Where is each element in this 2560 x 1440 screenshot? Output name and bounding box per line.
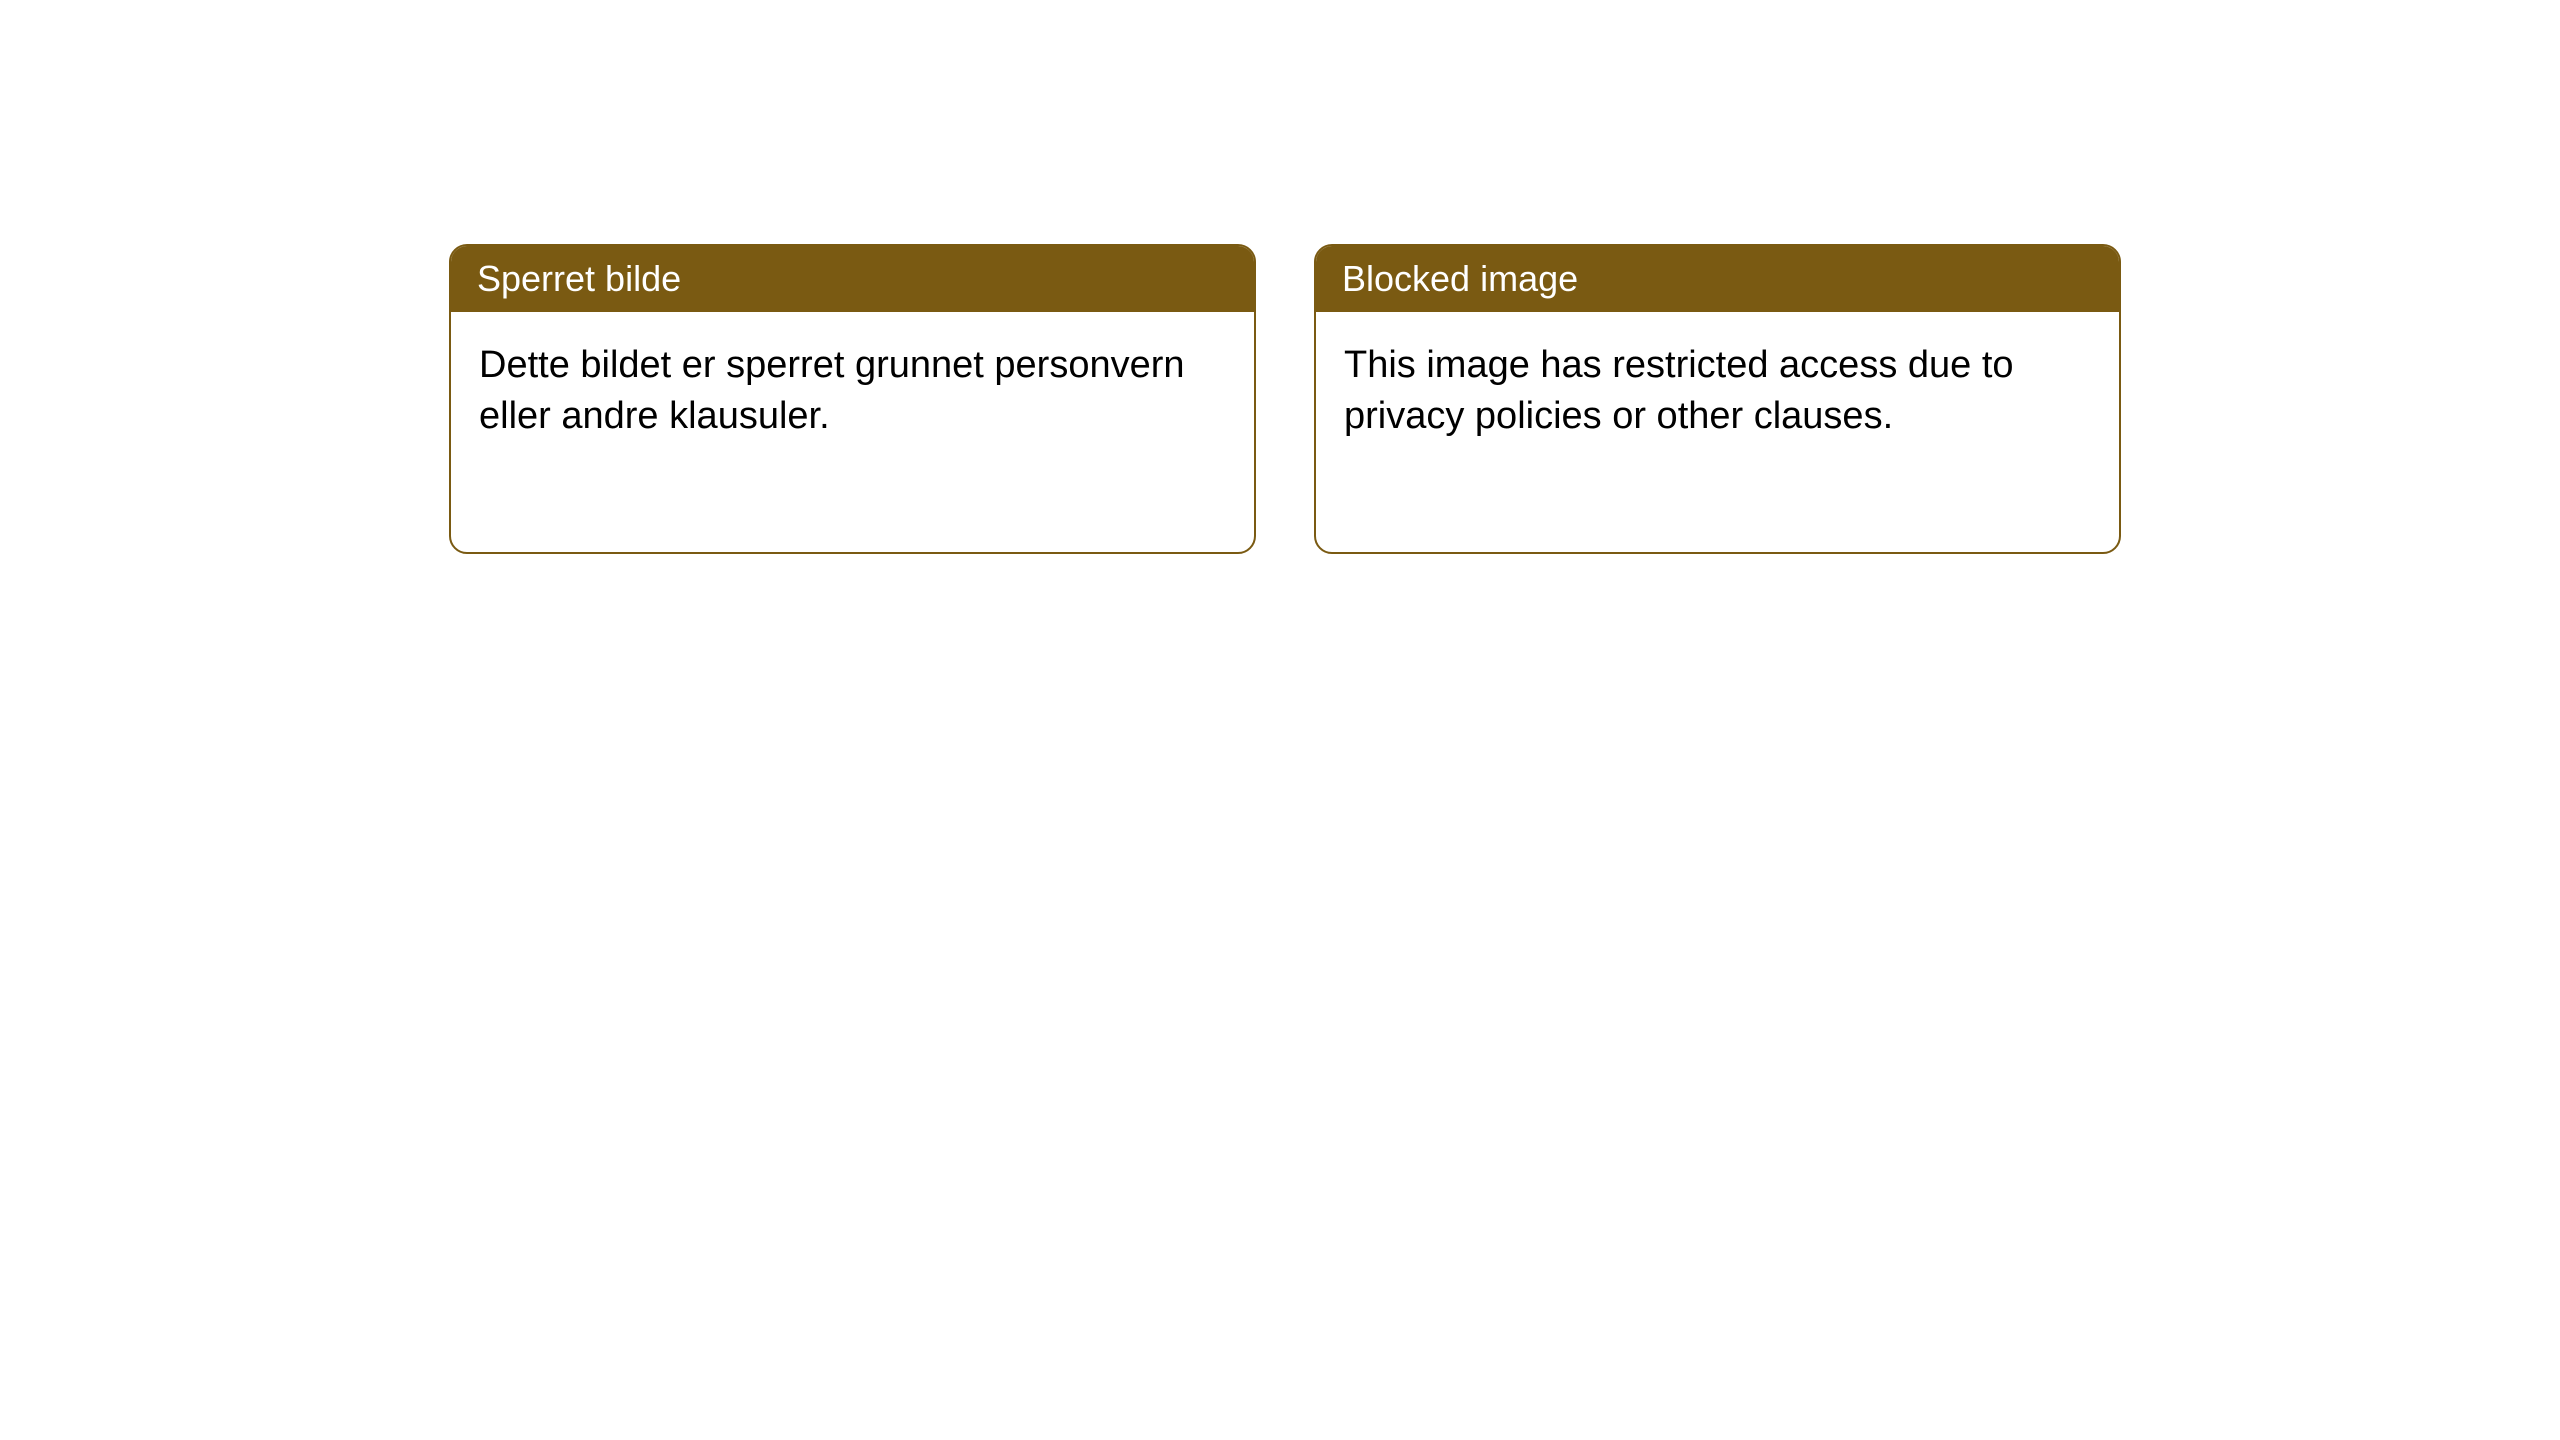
notice-title-en: Blocked image (1342, 258, 1578, 299)
notice-header-no: Sperret bilde (451, 246, 1254, 312)
notice-body-no: Dette bildet er sperret grunnet personve… (451, 312, 1254, 552)
notice-container: Sperret bilde Dette bildet er sperret gr… (449, 244, 2121, 554)
notice-card-en: Blocked image This image has restricted … (1314, 244, 2121, 554)
notice-title-no: Sperret bilde (477, 258, 681, 299)
notice-header-en: Blocked image (1316, 246, 2119, 312)
notice-text-no: Dette bildet er sperret grunnet personve… (479, 344, 1185, 437)
notice-body-en: This image has restricted access due to … (1316, 312, 2119, 552)
notice-card-no: Sperret bilde Dette bildet er sperret gr… (449, 244, 1256, 554)
notice-text-en: This image has restricted access due to … (1344, 344, 2014, 437)
